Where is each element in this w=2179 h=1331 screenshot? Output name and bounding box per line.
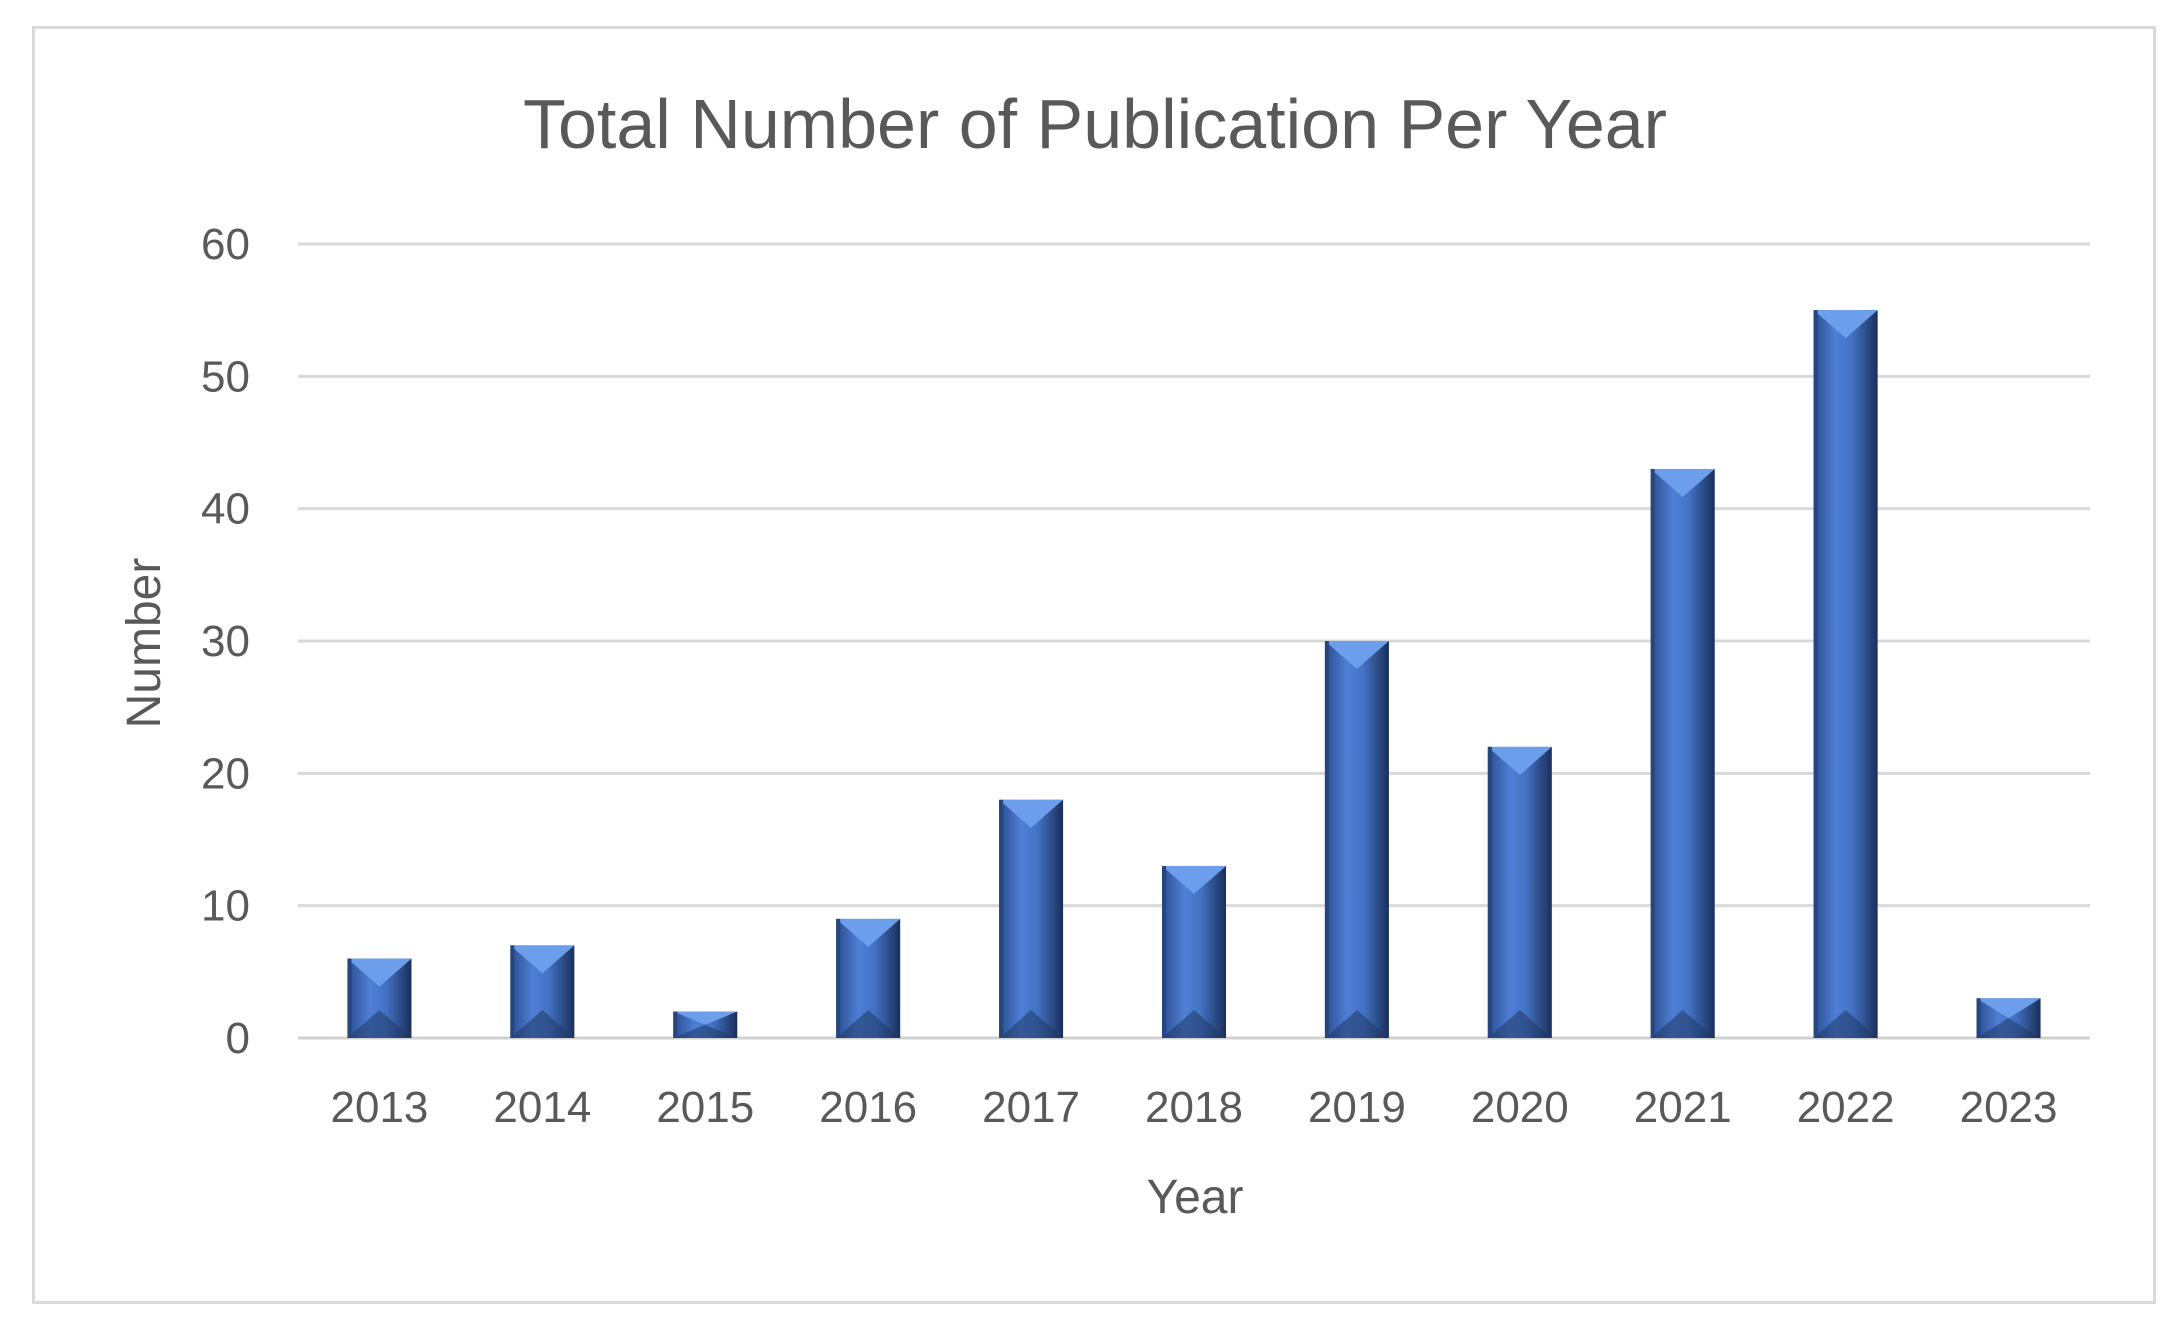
x-tick-label: 2023 <box>1960 1083 2058 1132</box>
bar-2019 <box>1324 641 1389 1038</box>
bar-edge-left <box>1162 865 1166 1038</box>
bar-bevel-top <box>1813 310 1878 339</box>
bar-bevel-bottom <box>673 1024 738 1038</box>
bar-body <box>1162 865 1226 1038</box>
x-tick-label: 2022 <box>1797 1083 1895 1132</box>
x-tick-label: 2016 <box>819 1083 917 1132</box>
bar-2023 <box>1976 998 2041 1038</box>
x-axis-title: Year <box>1147 1171 1244 1224</box>
bar-bevel-bottom <box>999 1010 1064 1038</box>
x-tick-label: 2019 <box>1308 1083 1406 1132</box>
x-tick-label: 2014 <box>493 1083 591 1132</box>
x-tick-label: 2020 <box>1471 1083 1569 1132</box>
y-axis-title: Number <box>118 558 171 729</box>
chart-title: Total Number of Publication Per Year <box>523 85 1667 163</box>
bar-bevel-top <box>347 958 412 987</box>
bar-edge-left <box>1813 310 1818 1039</box>
x-tick-label: 2013 <box>331 1083 429 1132</box>
y-tick-label: 20 <box>201 749 250 798</box>
bar-edge-left <box>1650 468 1655 1038</box>
bar-body <box>1487 746 1552 1038</box>
bar-bevel-top <box>1650 468 1715 497</box>
bar-bevel-top <box>673 1011 738 1025</box>
y-tick-label: 30 <box>201 617 250 666</box>
bar-edge-left <box>1976 998 1981 1038</box>
bar-bevel-top <box>1976 998 2041 1019</box>
bar-2020 <box>1487 746 1552 1038</box>
gridlines <box>298 242 2090 1040</box>
bar-bevel-bottom <box>1813 1010 1878 1038</box>
bar-body <box>1813 310 1878 1039</box>
bar-edge-left <box>510 945 515 1038</box>
y-tick-label: 0 <box>226 1014 250 1063</box>
bar-bevel-bottom <box>1487 1010 1552 1038</box>
y-tick-label: 60 <box>201 220 250 269</box>
y-axis-ticks: 0 10 20 30 40 50 60 <box>201 220 250 1063</box>
bar-2014 <box>510 945 575 1038</box>
x-tick-label: 2015 <box>656 1083 754 1132</box>
bar-edge-left <box>347 958 352 1038</box>
bar-edge-left <box>999 799 1004 1038</box>
bar-body <box>1650 468 1715 1038</box>
bar-edge-left <box>1487 746 1492 1038</box>
chart-frame <box>32 26 2156 1304</box>
bar-2016 <box>836 918 901 1038</box>
bar-bevel-bottom <box>1650 1010 1715 1038</box>
bar-body <box>1324 641 1389 1038</box>
bar-bevel-top <box>836 918 901 947</box>
x-tick-label: 2018 <box>1145 1083 1243 1132</box>
bar-edge-left <box>673 1011 678 1038</box>
bar-bevel-bottom <box>1324 1010 1389 1038</box>
bar-edge-left <box>836 918 841 1038</box>
bar-2013 <box>347 958 412 1038</box>
bar-2021 <box>1650 468 1715 1038</box>
y-tick-label: 50 <box>201 352 250 401</box>
bar-bevel-bottom <box>836 1010 901 1038</box>
bar-bevel-top <box>1162 865 1226 894</box>
x-tick-label: 2021 <box>1634 1083 1732 1132</box>
x-tick-label: 2017 <box>982 1083 1080 1132</box>
x-axis-ticks: 2013 2014 2015 2016 2017 2018 2019 2020 2021 2022… <box>331 1083 2058 1132</box>
bar-2022 <box>1813 310 1878 1039</box>
bar-bevel-top <box>999 799 1064 828</box>
bar-edge-left <box>1324 641 1329 1038</box>
bars <box>347 310 2041 1039</box>
bar-bevel-top <box>1324 641 1389 669</box>
bar-bevel-bottom <box>1162 1010 1226 1038</box>
bar-body <box>999 799 1064 1038</box>
y-tick-label: 10 <box>201 882 250 931</box>
bar-bevel-bottom <box>347 1010 412 1038</box>
y-tick-label: 40 <box>201 485 250 534</box>
bar-2018 <box>1162 865 1226 1038</box>
bar-bevel-top <box>510 945 575 974</box>
bar-2017 <box>999 799 1064 1038</box>
bar-bevel-top <box>1487 746 1552 775</box>
bar-bevel-bottom <box>1976 1018 2041 1038</box>
bar-2015 <box>673 1011 738 1038</box>
bar-bevel-bottom <box>510 1010 575 1038</box>
